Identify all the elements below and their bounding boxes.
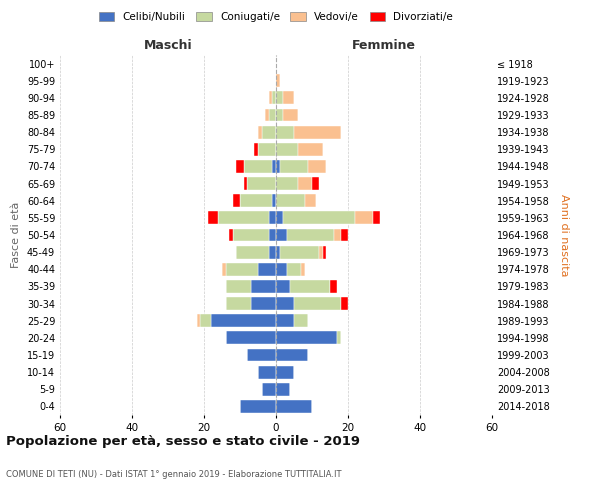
Text: Maschi: Maschi [143,38,193,52]
Bar [276,314,294,327]
Bar [283,92,294,104]
Y-axis label: Anni di nascita: Anni di nascita [559,194,569,276]
Bar [305,194,316,207]
Bar [211,314,276,327]
Bar [258,366,276,378]
Bar [276,92,283,104]
Bar [226,297,251,310]
Bar [226,263,258,276]
Bar [272,92,276,104]
Bar [323,246,326,258]
Bar [236,246,269,258]
Bar [258,126,262,138]
Bar [280,246,319,258]
Y-axis label: Fasce di età: Fasce di età [11,202,21,268]
Bar [276,177,298,190]
Bar [341,297,348,310]
Bar [308,160,326,173]
Bar [276,383,290,396]
Bar [244,177,247,190]
Bar [276,108,283,122]
Bar [200,314,211,327]
Bar [276,143,298,156]
Bar [355,212,373,224]
Bar [240,400,276,413]
Bar [269,212,276,224]
Text: COMUNE DI TETI (NU) - Dati ISTAT 1° gennaio 2019 - Elaborazione TUTTITALIA.IT: COMUNE DI TETI (NU) - Dati ISTAT 1° genn… [6,470,341,479]
Bar [276,74,280,87]
Bar [247,348,276,362]
Bar [298,177,312,190]
Bar [236,160,244,173]
Bar [226,332,276,344]
Bar [262,383,276,396]
Bar [276,366,294,378]
Bar [334,228,341,241]
Bar [265,108,269,122]
Bar [341,228,348,241]
Bar [276,332,337,344]
Bar [269,228,276,241]
Bar [337,332,341,344]
Bar [294,126,341,138]
Bar [276,297,294,310]
Bar [287,228,334,241]
Bar [276,160,280,173]
Bar [244,160,272,173]
Bar [269,92,272,104]
Legend: Celibi/Nubili, Coniugati/e, Vedovi/e, Divorziati/e: Celibi/Nubili, Coniugati/e, Vedovi/e, Di… [95,8,457,26]
Bar [233,228,269,241]
Bar [262,126,276,138]
Bar [251,280,276,293]
Bar [373,212,380,224]
Bar [283,108,298,122]
Bar [258,143,276,156]
Bar [276,348,308,362]
Text: Popolazione per età, sesso e stato civile - 2019: Popolazione per età, sesso e stato civil… [6,435,360,448]
Bar [254,143,258,156]
Bar [276,194,305,207]
Bar [272,160,276,173]
Bar [283,212,355,224]
Bar [294,314,308,327]
Bar [298,143,323,156]
Bar [218,212,269,224]
Bar [280,160,308,173]
Bar [276,212,283,224]
Bar [222,263,226,276]
Bar [226,280,251,293]
Bar [330,280,337,293]
Bar [276,246,280,258]
Bar [272,194,276,207]
Text: Femmine: Femmine [352,38,416,52]
Bar [229,228,233,241]
Bar [276,263,287,276]
Bar [301,263,305,276]
Bar [208,212,218,224]
Bar [251,297,276,310]
Bar [287,263,301,276]
Bar [269,108,276,122]
Bar [319,246,323,258]
Bar [258,263,276,276]
Bar [312,177,319,190]
Bar [233,194,240,207]
Bar [197,314,200,327]
Bar [269,246,276,258]
Bar [290,280,330,293]
Bar [240,194,272,207]
Bar [294,297,341,310]
Bar [247,177,276,190]
Bar [276,228,287,241]
Bar [276,126,294,138]
Bar [276,280,290,293]
Bar [276,400,312,413]
